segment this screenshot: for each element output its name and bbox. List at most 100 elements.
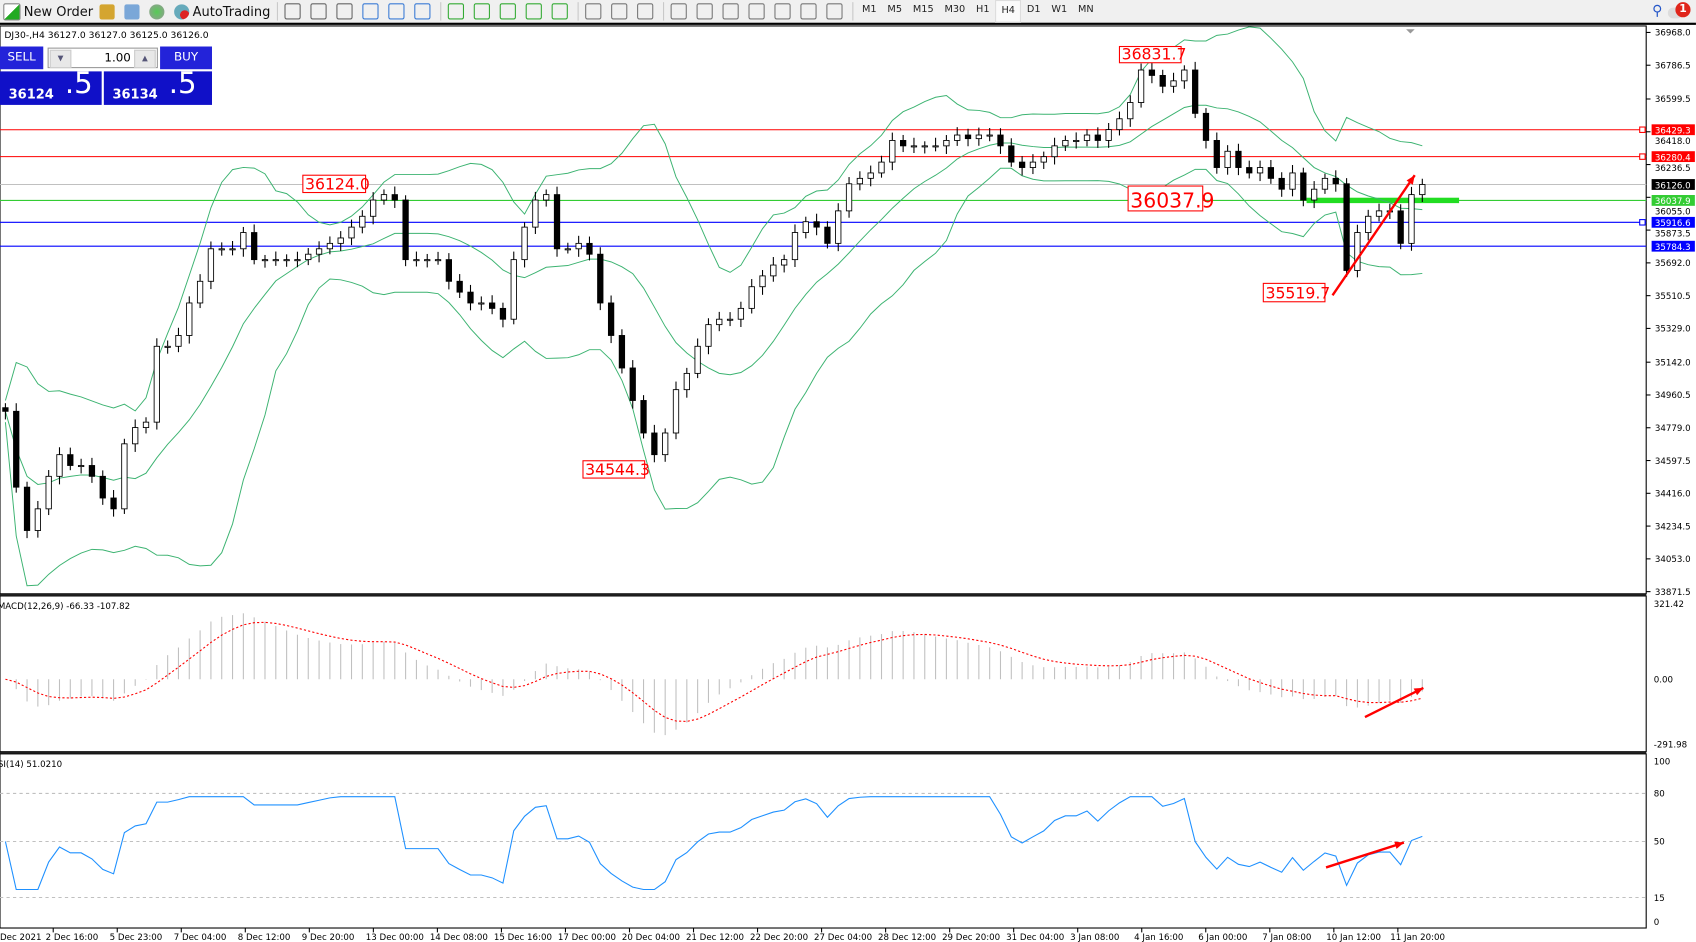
candle-bullish — [1224, 150, 1231, 168]
search-button[interactable]: ⚲ — [1649, 1, 1666, 22]
candle-bullish — [45, 475, 52, 510]
bollinger-band-lower — [4, 167, 1423, 587]
candle-bearish — [640, 400, 647, 434]
candle-bearish — [1018, 161, 1026, 168]
timeframe-w1[interactable]: W1 — [1051, 4, 1068, 16]
candlestick-button[interactable] — [307, 1, 333, 22]
timeframe-d1[interactable]: D1 — [1026, 4, 1041, 16]
lot-increase-button[interactable]: ▲ — [134, 49, 156, 69]
chart-info-line: DJ30-,H4 36127.0 36127.0 36125.0 36126.0 — [4, 30, 209, 42]
sell-price[interactable]: 36124 .5 — [0, 67, 102, 105]
signals-button[interactable] — [146, 1, 171, 22]
autotrading-icon — [174, 3, 190, 19]
autotrading-label: AutoTrading — [192, 3, 271, 19]
vertical-line-icon — [637, 3, 654, 20]
notifications-button[interactable]: 1 — [1666, 1, 1696, 22]
chart-shift-button[interactable] — [470, 1, 496, 22]
candle-bearish — [1159, 74, 1166, 87]
time-tick-label: 13 Dec 00:00 — [366, 933, 424, 942]
candle-bearish — [1246, 167, 1253, 174]
candle-bullish — [716, 318, 723, 326]
tile-windows-button[interactable] — [411, 1, 437, 22]
candle-bullish — [575, 242, 582, 250]
candle-bullish — [975, 134, 982, 140]
fibonacci-button[interactable] — [745, 1, 771, 22]
level-price-tag — [1651, 216, 1695, 228]
text-label-button[interactable] — [797, 1, 823, 22]
candle-bullish — [1365, 215, 1372, 233]
chart-shift-icon — [473, 3, 490, 20]
timeframe-h1[interactable]: H1 — [976, 4, 990, 16]
trendline-button[interactable] — [693, 1, 719, 22]
templates-button[interactable] — [548, 1, 574, 22]
toolbar-separator — [276, 2, 278, 21]
sell-button[interactable]: SELL — [0, 46, 44, 70]
candle-bullish — [867, 172, 874, 179]
autoscroll-button[interactable] — [445, 1, 471, 22]
level-price-tag-label: 36126.0 — [1655, 181, 1691, 191]
timeframe-m30[interactable]: M30 — [944, 4, 966, 16]
candle-bullish — [1051, 145, 1058, 158]
candle-bearish — [1235, 150, 1242, 168]
zoom-in-button[interactable] — [359, 1, 385, 22]
line-chart-button[interactable] — [333, 1, 359, 22]
candle-bullish — [726, 318, 734, 321]
candle-bearish — [67, 454, 74, 466]
timeframe-h4[interactable]: H4 — [994, 0, 1022, 23]
signals-icon — [149, 3, 165, 19]
candle-bearish — [2, 407, 9, 412]
candle-bullish — [175, 335, 182, 347]
time-tick-label: 7 Jan 08:00 — [1262, 933, 1311, 942]
lot-decrease-button[interactable]: ▼ — [49, 49, 72, 69]
cursor-button[interactable] — [582, 1, 608, 22]
candle-bearish — [1267, 167, 1275, 179]
rsi-tick-label: 100 — [1654, 758, 1670, 768]
toolbar: New Order AutoTrading M1 M5 M15 M30 H1 H4 D1 W1… — [0, 0, 1696, 25]
candle-bullish — [954, 134, 961, 141]
candle-bullish — [315, 248, 323, 255]
candle-bullish — [683, 372, 690, 391]
vertical-line-button[interactable] — [634, 1, 660, 22]
candle-bullish — [1256, 167, 1264, 174]
trend-arrow — [1364, 686, 1424, 719]
equidistant-channel-button[interactable] — [719, 1, 745, 22]
candle-bearish — [88, 465, 96, 477]
candle-bearish — [629, 367, 636, 401]
candle-bullish — [337, 237, 344, 244]
time-tick-label: 8 Dec 12:00 — [238, 933, 291, 942]
price-annotation-box — [302, 174, 367, 194]
arrows-button[interactable] — [823, 1, 849, 22]
candle-bullish — [932, 145, 939, 148]
indicators-button[interactable] — [496, 1, 522, 22]
crosshair-button[interactable] — [608, 1, 634, 22]
periods-button[interactable] — [522, 1, 548, 22]
timeframe-mn[interactable]: MN — [1078, 4, 1094, 16]
autotrading-button[interactable]: AutoTrading — [171, 1, 274, 22]
timeframe-m15[interactable]: M15 — [912, 4, 934, 16]
data-window-button[interactable] — [121, 1, 146, 22]
buy-button[interactable]: BUY — [160, 46, 212, 70]
new-order-button[interactable]: New Order — [0, 1, 96, 22]
candle-bearish — [1332, 177, 1339, 185]
main-pane — [0, 25, 1647, 595]
buy-price[interactable]: 36134 .5 — [103, 67, 212, 105]
candle-bullish — [543, 194, 550, 201]
lot-size-input[interactable]: ▼ 1.00 ▲ — [47, 47, 158, 69]
price-annotation-label: 34544.3 — [585, 460, 650, 479]
candle-bearish — [553, 194, 561, 250]
bar-chart-button[interactable] — [281, 1, 307, 22]
zoom-out-button[interactable] — [385, 1, 411, 22]
timeframe-m5[interactable]: M5 — [887, 4, 903, 16]
text-button[interactable] — [771, 1, 797, 22]
time-tick-label: 14 Dec 08:00 — [430, 933, 488, 942]
timeframe-m1[interactable]: M1 — [862, 4, 877, 16]
horizontal-line-button[interactable] — [667, 1, 693, 22]
candle-bullish — [1419, 184, 1426, 196]
candle-bullish — [132, 427, 139, 445]
trend-arrow-head — [1413, 687, 1424, 696]
toolbar-separator — [852, 2, 854, 21]
market-watch-button[interactable] — [96, 1, 121, 22]
candle-bearish — [607, 302, 615, 336]
